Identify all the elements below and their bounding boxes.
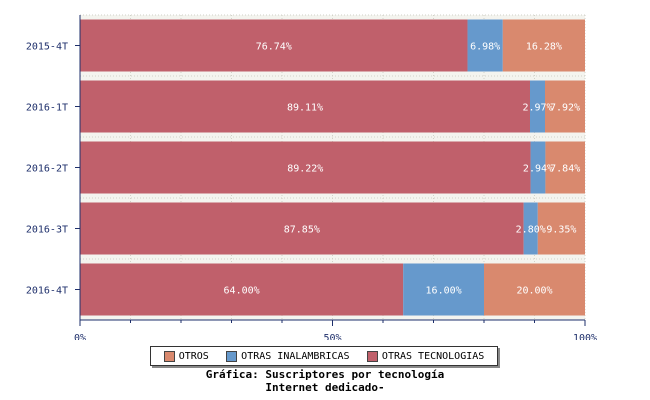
data-label: 20.00% — [516, 286, 552, 297]
category-label: 2016-2T — [26, 164, 68, 175]
chart-caption-line1: Gráfica: Suscriptores por tecnología — [205, 368, 445, 381]
data-label: 9.35% — [546, 225, 576, 236]
legend-label-otras-inalambricas: OTRAS INALAMBRICAS — [241, 350, 350, 362]
data-label: 2.94% — [523, 164, 553, 175]
legend-item-otras-inalambricas: OTRAS INALAMBRICAS — [226, 350, 350, 362]
stacked-bar-chart: 76.74% 6.98% 16.28% 2015-4T 89.11% 2.97%7.92%… — [26, 14, 597, 340]
data-label: 16.28% — [526, 42, 562, 53]
chart-caption-line2: Internet dedicado- — [265, 381, 385, 394]
category-label: 2015-4T — [26, 42, 68, 53]
data-label: 2.80% — [516, 225, 546, 236]
bar-segment — [80, 263, 404, 316]
data-label: 89.22% — [287, 164, 323, 175]
data-label: 7.84% — [550, 164, 580, 175]
legend: OTROS OTRAS INALAMBRICAS OTRAS TECNOLOGI… — [150, 346, 498, 366]
legend-swatch-otros — [163, 350, 175, 362]
data-label: 2.97% — [522, 103, 552, 114]
data-label: 7.92% — [550, 103, 580, 114]
x-tick-label: 0% — [74, 333, 86, 340]
legend-label-otras-tecnologias: OTRAS TECNOLOGIAS — [381, 350, 485, 362]
bar-segment — [484, 263, 585, 316]
x-tick-label: 100% — [573, 333, 597, 340]
bar-segment — [502, 19, 585, 72]
data-label: 16.00% — [426, 286, 462, 297]
data-label: 64.00% — [224, 286, 260, 297]
legend-swatch-otras-inalambricas — [226, 350, 238, 362]
bar-segment — [530, 80, 546, 133]
bar-segment — [80, 19, 468, 72]
bar-segment — [530, 141, 546, 194]
bar-segment — [403, 263, 484, 316]
bar-segment — [80, 202, 524, 255]
bar-segment — [80, 141, 531, 194]
legend-swatch-otras-tecnologias — [366, 350, 378, 362]
bar-segment — [537, 202, 585, 255]
category-label: 2016-4T — [26, 286, 68, 297]
bar-segment — [523, 202, 538, 255]
bar-segment — [545, 80, 585, 133]
data-label: 89.11% — [287, 103, 323, 114]
legend-item-otras-tecnologias: OTRAS TECNOLOGIAS — [366, 350, 485, 362]
data-label: 76.74% — [256, 42, 292, 53]
category-label: 2016-1T — [26, 103, 68, 114]
x-tick-label: 50% — [323, 333, 341, 340]
bar-segment — [545, 141, 585, 194]
bar-segment — [80, 80, 531, 133]
data-label: 87.85% — [284, 225, 320, 236]
bar-segment — [467, 19, 503, 72]
category-label: 2016-3T — [26, 225, 68, 236]
data-label: 6.98% — [470, 42, 500, 53]
legend-label-otros: OTROS — [178, 350, 209, 362]
legend-item-otros: OTROS — [163, 350, 209, 362]
